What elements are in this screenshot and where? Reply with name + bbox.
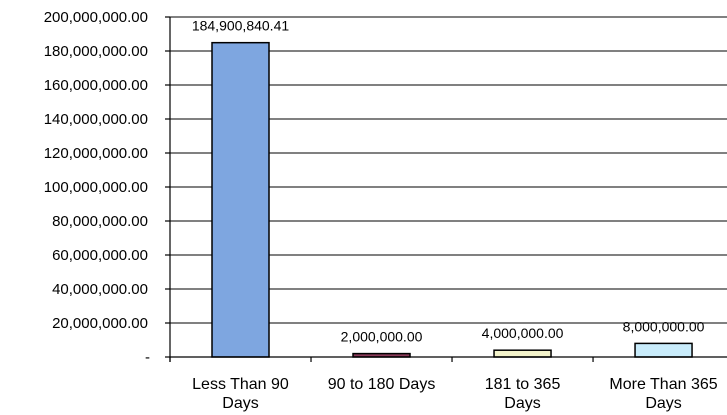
y-tick-label: 40,000,000.00 [52,281,148,298]
bar [634,342,693,358]
category-label: Less Than 90 [192,376,289,393]
bar [493,349,552,358]
y-tick-label: 160,000,000.00 [44,77,148,94]
x-axis-category-labels: Less Than 90 Days 90 to 180 Days 181 to 365… [192,376,718,412]
y-tick-label: 180,000,000.00 [44,43,148,60]
data-label: 8,000,000.00 [623,318,705,334]
y-tick-label: 20,000,000.00 [52,315,148,332]
category-label: Days [504,395,540,412]
data-label: 184,900,840.41 [192,18,290,34]
category-label: Days [222,395,258,412]
axes [165,16,727,362]
category-label: Days [645,395,681,412]
bars [211,41,693,358]
y-tick-label: 200,000,000.00 [44,9,148,26]
data-label: 2,000,000.00 [341,329,423,345]
y-axis-tick-labels: - 20,000,000.00 40,000,000.00 60,000,000.00… [44,9,150,366]
y-tick-label: 80,000,000.00 [52,213,148,230]
bar [211,41,270,358]
category-label: 181 to 365 [485,376,561,393]
y-tick-label: 120,000,000.00 [44,145,148,162]
y-tick-label: - [145,349,150,366]
data-labels: 184,900,840.41 2,000,000.00 4,000,000.00 8,… [192,18,705,345]
data-label: 4,000,000.00 [482,325,564,341]
y-tick-label: 60,000,000.00 [52,247,148,264]
category-label: 90 to 180 Days [328,376,436,393]
category-label: More Than 365 [609,376,717,393]
y-tick-label: 100,000,000.00 [44,179,148,196]
y-tick-label: 140,000,000.00 [44,111,148,128]
